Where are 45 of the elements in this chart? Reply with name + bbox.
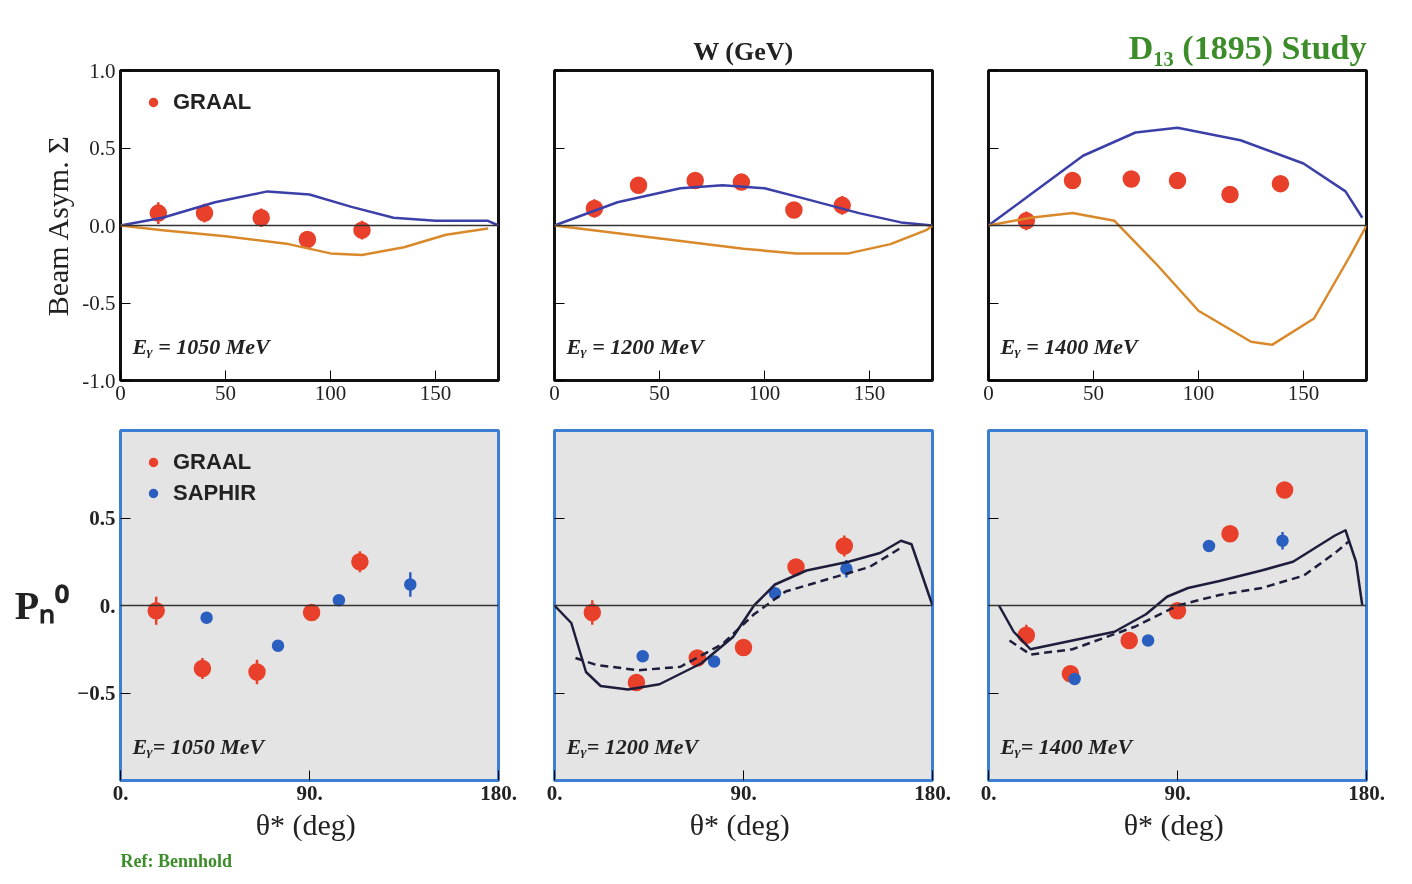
x2-axis-title: W (GeV)	[693, 36, 794, 66]
y-tick-label: 0.	[99, 593, 116, 618]
annotation: Eᵧ = 1200 MeV	[565, 333, 707, 359]
y-tick-label: 0.5	[89, 506, 116, 530]
y-tick-label: -1.0	[82, 368, 116, 393]
x-tick-label: 150	[853, 380, 886, 405]
y-axis-title: Beam Asym. Σ	[41, 136, 75, 317]
x-axis-title: θ* (deg)	[689, 807, 790, 842]
x-axis-title: θ* (deg)	[255, 807, 356, 842]
x-tick-label: 50	[649, 380, 670, 405]
x-axis-title: θ* (deg)	[1123, 807, 1224, 842]
x-tick-label: 90.	[296, 780, 323, 805]
text: Ref: Bennhold	[120, 850, 233, 871]
x-tick-label: 180.	[1348, 780, 1385, 805]
x-tick-label: 100	[314, 380, 347, 405]
chart-title: D₁₃ (1895) Study	[1128, 28, 1367, 67]
x-tick-label: 90.	[730, 780, 757, 805]
x-tick-label: 100	[748, 380, 781, 405]
y-tick-label: -0.5	[82, 291, 116, 315]
x-tick-label: 0.	[546, 780, 563, 805]
x-tick-label: 50	[1083, 380, 1104, 405]
legend-label: GRAAL	[173, 448, 252, 476]
annotation: Eᵧ= 1400 MeV	[999, 733, 1135, 759]
annotation: Eᵧ= 1200 MeV	[565, 733, 701, 759]
x-tick-label: 150	[419, 380, 452, 405]
y-tick-label: 0.0	[89, 213, 116, 238]
legend-label: SAPHIR	[173, 479, 257, 507]
x-tick-label: 0	[115, 380, 126, 405]
x-tick-label: 0.	[980, 780, 997, 805]
x-tick-label: 90.	[1164, 780, 1191, 805]
annotation: Eᵧ = 1050 MeV	[131, 333, 273, 359]
y-tick-label: 0.5	[89, 136, 116, 160]
x-tick-label: 150	[1287, 380, 1320, 405]
annotation: Eᵧ = 1400 MeV	[999, 333, 1141, 359]
y-tick-label: 1.0	[89, 58, 116, 83]
x-tick-label: 0	[983, 380, 994, 405]
y-tick-label: −0.5	[77, 681, 116, 705]
x-tick-label: 0	[549, 380, 560, 405]
x-tick-label: 100	[1182, 380, 1215, 405]
legend-label: GRAAL	[173, 88, 252, 116]
annotation: Eᵧ= 1050 MeV	[131, 733, 267, 759]
y-axis-title: Pₙ⁰	[14, 583, 70, 628]
x-tick-label: 180.	[480, 780, 517, 805]
x-tick-label: 180.	[914, 780, 951, 805]
x-tick-label: 50	[215, 380, 236, 405]
